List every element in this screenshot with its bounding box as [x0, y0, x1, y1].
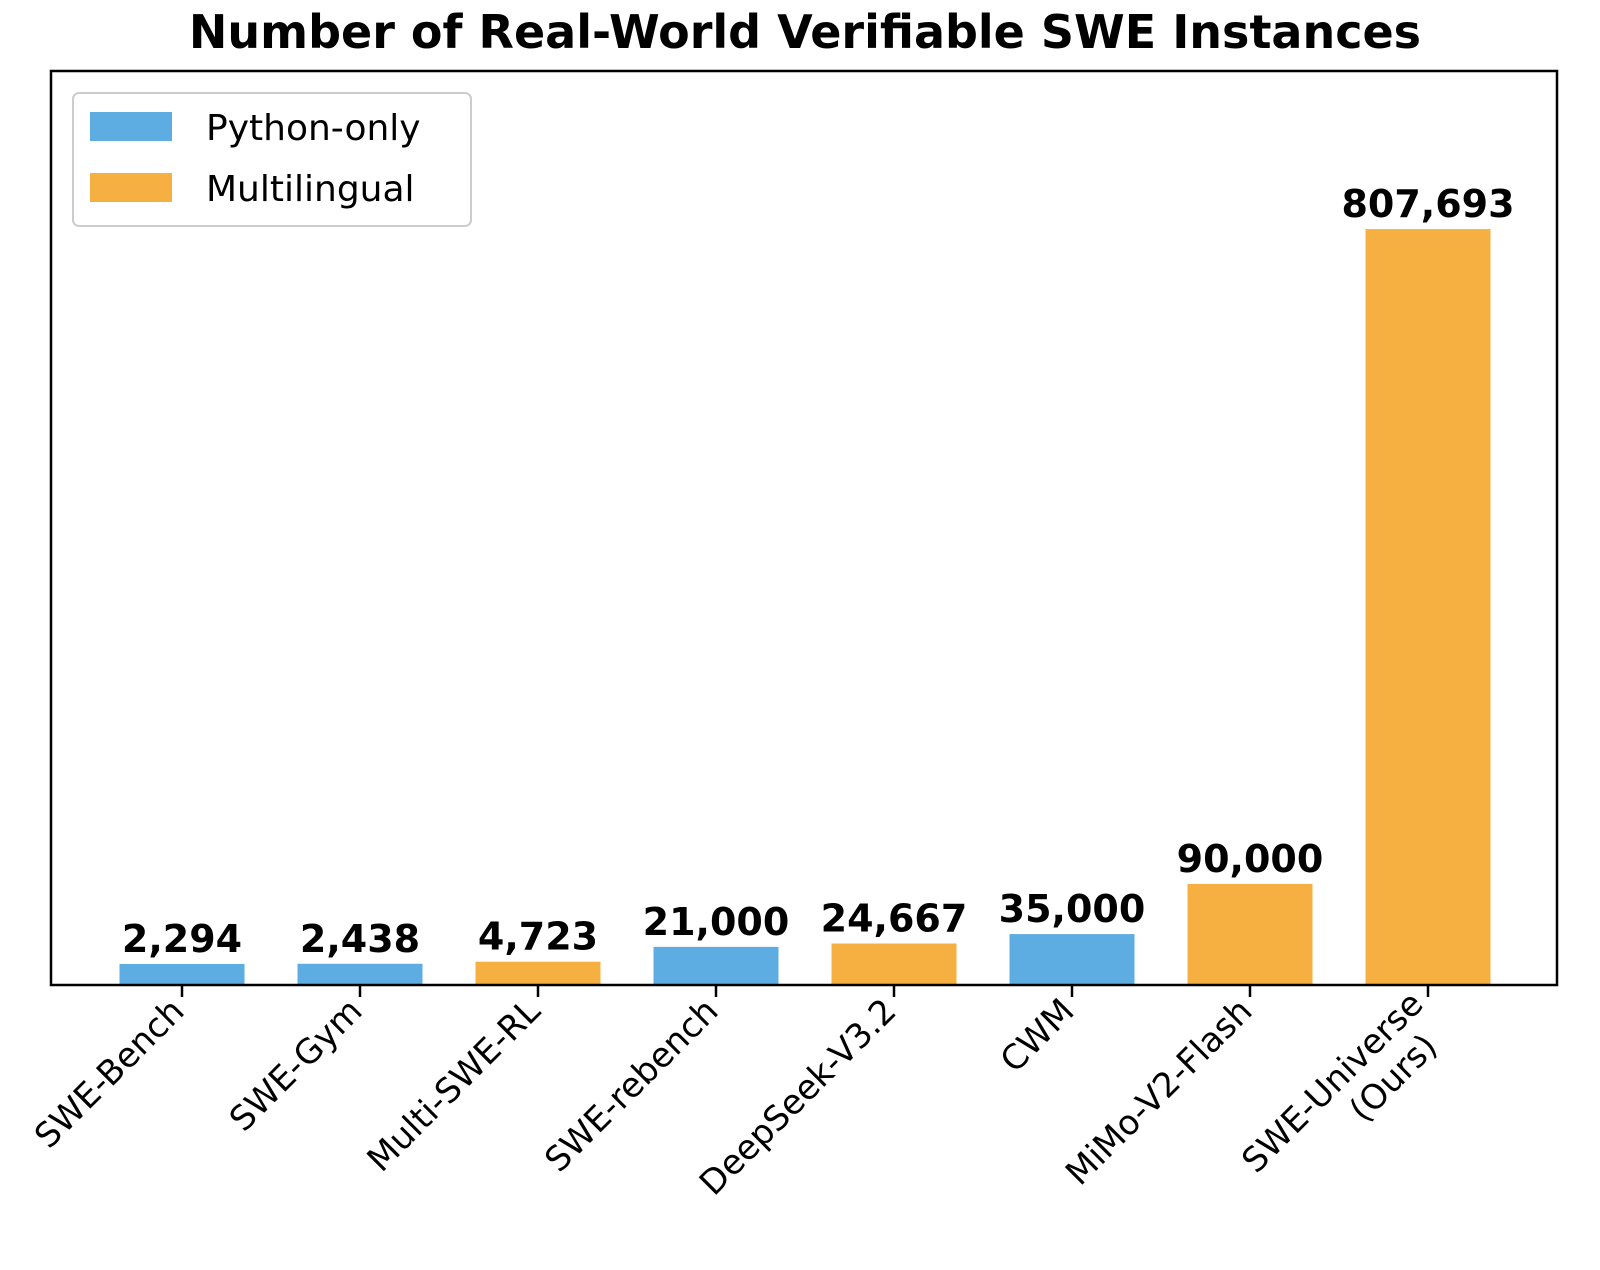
bar-value-label: 35,000	[999, 887, 1146, 931]
x-tick-label: SWE-Universe(Ours)	[1234, 984, 1459, 1209]
bar-value-label: 2,438	[300, 917, 420, 961]
legend-label-multilingual: Multilingual	[206, 169, 415, 210]
legend-swatch-python-only	[90, 112, 172, 141]
bar	[831, 943, 957, 985]
bar	[653, 946, 779, 985]
bar	[119, 963, 245, 985]
bar	[1009, 934, 1135, 985]
plot-frame	[49, 69, 1559, 987]
x-tick-label: DeepSeek-V3.2	[692, 991, 904, 1203]
legend-label-python-only: Python-only	[206, 108, 421, 149]
bar-value-label: 4,723	[478, 915, 598, 959]
bar	[297, 963, 423, 985]
bar	[1365, 229, 1491, 985]
bar-value-label: 21,000	[643, 900, 790, 944]
x-tick-label: SWE-rebench	[537, 991, 726, 1180]
bar	[1187, 883, 1313, 985]
bar	[475, 961, 601, 985]
chart-title: Number of Real-World Verifiable SWE Inst…	[189, 5, 1421, 59]
x-tick-label: Multi-SWE-RL	[360, 991, 549, 1180]
legend-box	[72, 92, 472, 227]
legend-swatch-multilingual	[90, 173, 172, 202]
bar-value-label: 2,294	[122, 917, 242, 961]
x-tick-label: MiMo-V2-Flash	[1058, 991, 1260, 1193]
legend: Python-only Multilingual	[72, 92, 472, 227]
bar-value-label: 24,667	[821, 897, 968, 941]
bar-value-label: 807,693	[1341, 182, 1514, 226]
x-tick-label: SWE-Gym	[222, 991, 370, 1139]
bar-value-label: 90,000	[1177, 837, 1324, 881]
x-tick-label: CWM	[993, 991, 1083, 1081]
x-tick-label: SWE-Bench	[27, 991, 192, 1156]
